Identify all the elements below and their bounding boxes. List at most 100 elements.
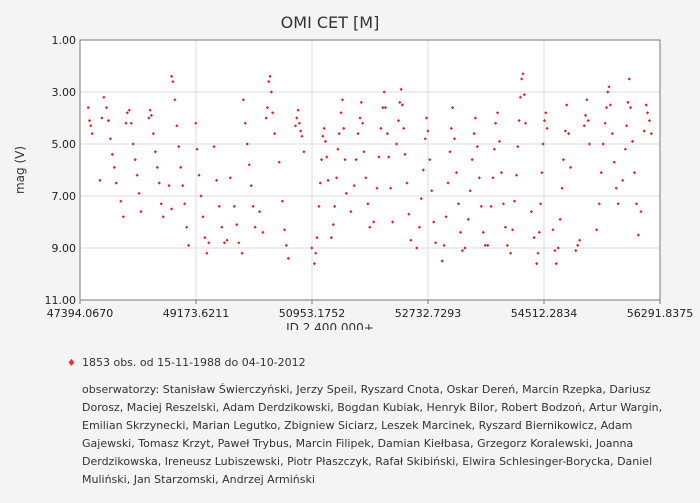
x-tick-label: 56291.8375 — [627, 307, 693, 320]
data-point — [616, 202, 620, 206]
data-point — [540, 171, 544, 175]
data-point — [505, 243, 509, 247]
data-point — [489, 204, 493, 208]
data-point — [503, 225, 507, 229]
data-point — [197, 173, 201, 177]
data-point — [432, 220, 436, 224]
data-point — [450, 106, 455, 110]
data-point — [372, 220, 376, 224]
data-point — [342, 126, 346, 130]
data-point — [157, 181, 161, 185]
data-point — [538, 202, 543, 206]
data-point — [302, 150, 306, 154]
data-point — [284, 243, 288, 247]
y-tick-label: 1.00 — [52, 34, 77, 47]
x-tick-label: 47394.0670 — [47, 307, 113, 320]
data-point — [119, 199, 123, 203]
data-point — [578, 238, 582, 242]
data-point — [381, 106, 385, 110]
plot-area — [80, 40, 660, 300]
data-point — [161, 215, 165, 219]
data-point — [532, 236, 536, 240]
data-point — [171, 80, 175, 84]
data-point — [403, 152, 407, 156]
data-point — [334, 176, 339, 180]
data-point — [269, 90, 273, 94]
data-point — [137, 191, 141, 195]
data-point — [444, 215, 448, 219]
data-point — [129, 121, 133, 125]
data-point — [121, 215, 126, 219]
observers-list: obserwatorzy: Stanisław Świerczyński, Je… — [82, 383, 663, 486]
data-point — [106, 119, 111, 123]
data-point — [466, 217, 470, 221]
data-point — [440, 259, 444, 263]
data-point — [299, 129, 303, 133]
data-point — [434, 241, 438, 245]
data-point — [329, 236, 333, 240]
x-tick-label: 54512.2834 — [511, 307, 577, 320]
data-point — [535, 262, 539, 266]
data-point — [312, 262, 317, 266]
data-point — [282, 228, 287, 232]
data-point — [110, 152, 114, 156]
data-point — [212, 145, 216, 149]
data-point — [368, 225, 372, 229]
data-point — [177, 145, 181, 149]
data-point — [567, 132, 571, 136]
data-point — [364, 176, 368, 180]
data-point — [475, 145, 479, 149]
data-point — [644, 103, 648, 107]
data-point — [261, 230, 265, 234]
data-point — [215, 178, 219, 182]
data-point — [409, 238, 413, 242]
data-point — [399, 87, 403, 91]
data-point — [560, 186, 564, 190]
data-point — [556, 246, 560, 250]
data-point — [400, 103, 404, 107]
x-axis-label: JD 2 400 000+ — [285, 321, 374, 330]
data-point — [159, 202, 163, 206]
data-point — [133, 158, 137, 162]
data-point — [582, 124, 586, 128]
data-point — [472, 132, 476, 136]
data-point — [614, 186, 618, 190]
plot-frame — [79, 39, 661, 301]
data-point — [604, 106, 609, 110]
data-point — [456, 202, 461, 206]
data-point — [135, 173, 139, 177]
data-point — [599, 171, 603, 175]
data-point — [383, 106, 388, 110]
data-point — [574, 249, 578, 253]
legend-text: 1853 obs. od 15-11-1988 do 04-10-2012 — [81, 356, 306, 369]
data-point — [595, 228, 599, 232]
y-tick-label: 3.00 — [52, 86, 77, 99]
data-point — [544, 111, 548, 115]
data-point — [251, 204, 255, 208]
data-point — [149, 113, 154, 117]
data-point — [237, 241, 241, 245]
data-point — [201, 215, 205, 219]
data-point — [558, 217, 562, 221]
data-point — [597, 202, 601, 206]
data-point — [170, 207, 174, 211]
data-point — [387, 155, 391, 159]
data-point — [630, 139, 635, 143]
data-point — [520, 77, 524, 81]
data-point — [114, 181, 118, 185]
data-point — [607, 85, 611, 89]
data-point — [359, 100, 363, 104]
data-point — [481, 230, 485, 234]
data-point — [389, 186, 393, 190]
data-point — [541, 142, 545, 146]
data-point — [405, 181, 409, 185]
data-point — [636, 233, 640, 237]
data-point — [521, 72, 525, 76]
data-point — [501, 202, 506, 206]
data-point — [423, 137, 427, 141]
data-point — [452, 137, 457, 141]
data-point — [179, 165, 183, 169]
data-point — [512, 199, 517, 203]
data-point — [217, 204, 221, 208]
data-point — [295, 116, 299, 120]
